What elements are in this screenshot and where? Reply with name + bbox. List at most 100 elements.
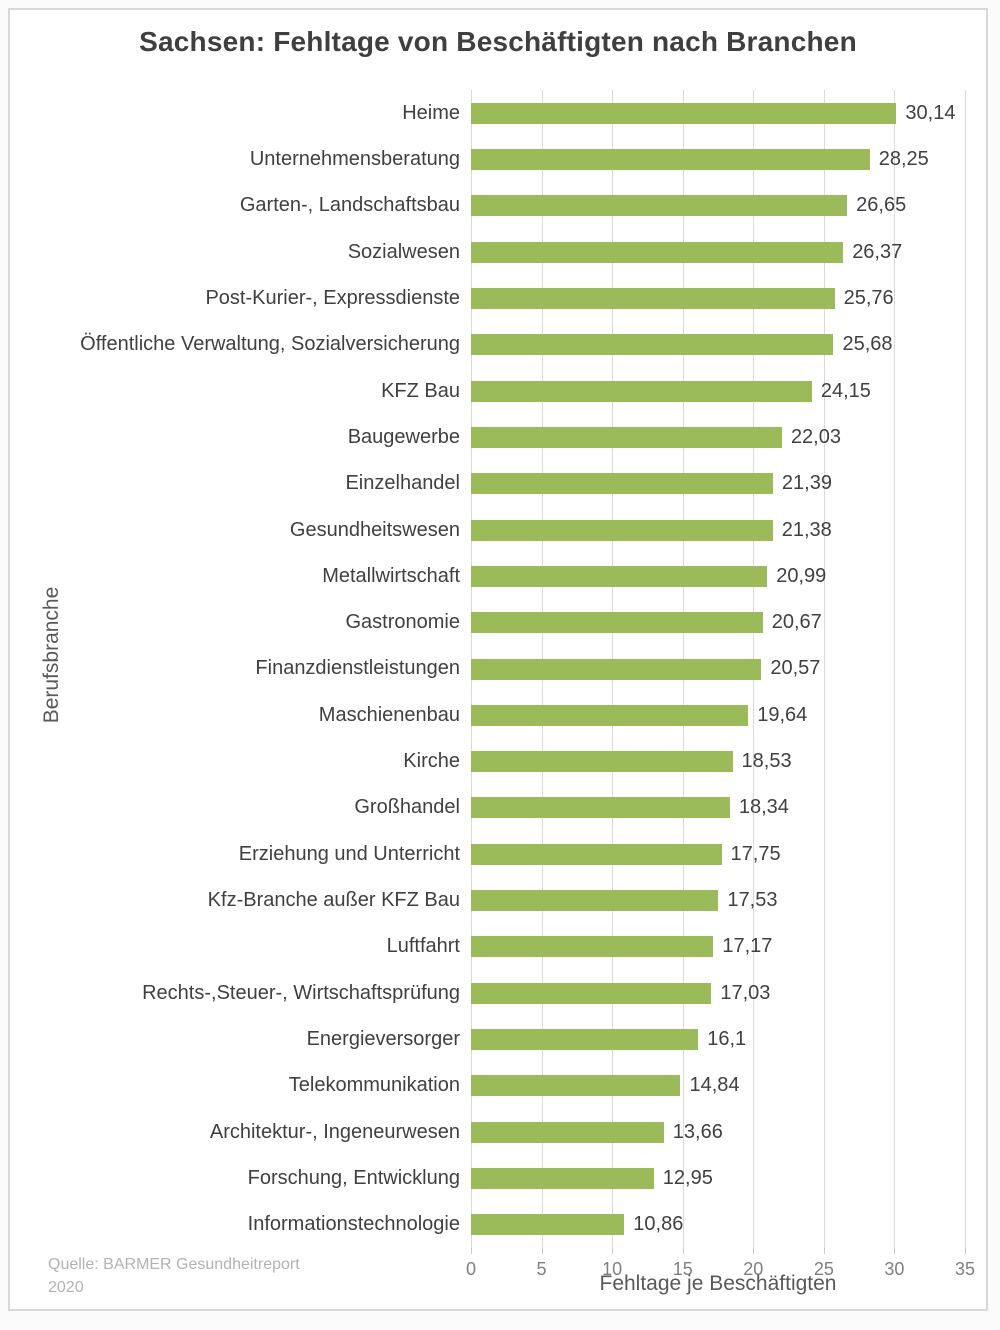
category-label: Erziehung und Unterricht (238, 842, 460, 865)
category-label: Garten-, Landschaftsbau (239, 194, 460, 217)
x-tick-15 (682, 1248, 684, 1254)
y-axis-title: Berufsbranche (40, 586, 63, 724)
x-tick-label-15: 15 (672, 1259, 693, 1279)
value-label: 17,75 (730, 842, 781, 865)
bar (471, 380, 812, 402)
value-label: 24,15 (820, 379, 871, 402)
value-label: 16,1 (707, 1028, 747, 1051)
x-tick-30 (894, 1248, 896, 1254)
category-label: Öffentliche Verwaltung, Sozialversicheru… (80, 333, 460, 356)
bar (471, 195, 848, 217)
value-label: 22,03 (790, 425, 841, 448)
value-label: 17,53 (727, 889, 778, 912)
plot-area: 0 5 10 15 20 25 30 35 Heime 30,14 Unternehmensbera… (80, 90, 975, 1279)
bar (471, 565, 768, 587)
value-label: 12,95 (662, 1167, 713, 1190)
x-tick-0 (471, 1248, 472, 1254)
x-axis-title: Fehltage je Beschäftigten (599, 1272, 837, 1295)
bar (471, 1075, 681, 1097)
category-label: Großhandel (354, 796, 460, 819)
x-tick-10 (612, 1248, 614, 1254)
bar (471, 936, 714, 958)
value-label: 21,38 (781, 518, 832, 541)
value-label: 18,53 (741, 750, 792, 773)
gridline-35 (965, 90, 966, 1248)
bar (471, 426, 782, 448)
value-label: 13,66 (672, 1120, 723, 1143)
chart-frame: Sachsen: Fehltage von Beschäftigten nach… (8, 8, 988, 1311)
x-tick-label-10: 10 (602, 1259, 623, 1279)
x-tick-label-35: 35 (954, 1259, 976, 1279)
category-label: Metallwirtschaft (322, 564, 460, 587)
category-label: Kirche (403, 750, 460, 773)
source-line-2: 2020 (48, 1279, 84, 1297)
chart-title: Sachsen: Fehltage von Beschäftigten nach… (139, 26, 857, 57)
bar (471, 704, 749, 726)
category-label: Baugewerbe (347, 425, 460, 448)
value-label: 17,17 (722, 935, 773, 958)
value-label: 30,14 (905, 101, 956, 124)
value-label: 14,84 (689, 1074, 740, 1097)
category-label: Forschung, Entwicklung (247, 1167, 460, 1190)
bar (471, 1029, 699, 1051)
category-label: Unternehmensberatung (249, 147, 460, 170)
gridline-25 (823, 90, 825, 1248)
x-tick-25 (823, 1248, 825, 1254)
bar (471, 1121, 664, 1143)
category-label: Sozialwesen (347, 240, 460, 263)
bar (471, 519, 773, 541)
bar (471, 1168, 654, 1190)
category-label: KFZ Bau (381, 379, 460, 402)
category-label: Kfz-Branche außer KFZ Bau (207, 889, 460, 912)
value-label: 20,57 (770, 657, 821, 680)
value-label: 26,65 (856, 194, 907, 217)
category-label: Einzelhandel (345, 472, 460, 495)
bar (471, 102, 897, 124)
x-tick-label-20: 20 (743, 1259, 764, 1279)
x-tick-35 (965, 1248, 966, 1254)
bar (471, 751, 733, 773)
category-label: Luftfahrt (386, 935, 460, 958)
category-label: Rechts-,Steuer-, Wirtschaftsprüfung (142, 981, 460, 1004)
category-label: Heime (402, 101, 460, 124)
bar (471, 334, 834, 356)
value-label: 26,37 (852, 240, 903, 263)
source-note: Quelle: BARMER Gesundheitreport 2020 (48, 1253, 300, 1299)
category-label: Gesundheitswesen (289, 518, 460, 541)
category-label: Telekommunikation (288, 1074, 460, 1097)
bar (471, 473, 773, 495)
bar (471, 843, 722, 865)
gridline-30 (894, 90, 896, 1248)
value-label: 25,68 (842, 333, 893, 356)
value-label: 10,86 (633, 1213, 684, 1236)
bar (471, 287, 835, 309)
value-label: 25,76 (843, 286, 894, 309)
value-label: 20,99 (776, 564, 827, 587)
value-label: 17,03 (720, 981, 771, 1004)
x-tick-label-30: 30 (884, 1259, 905, 1279)
bar (471, 1214, 625, 1236)
category-label: Gastronomie (345, 611, 461, 634)
category-label: Finanzdienstleistungen (255, 657, 460, 680)
bar (471, 658, 762, 680)
bar (471, 890, 719, 912)
value-label: 19,64 (757, 703, 808, 726)
x-tick-label-0: 0 (465, 1259, 477, 1279)
category-label: Informationstechnologie (247, 1213, 460, 1236)
x-tick-label-5: 5 (536, 1259, 547, 1279)
x-tick-label-25: 25 (813, 1259, 834, 1279)
value-label: 20,67 (771, 611, 822, 634)
category-label: Energieversorger (306, 1028, 460, 1051)
bar (471, 241, 844, 263)
x-tick-5 (541, 1248, 543, 1254)
bar (471, 982, 712, 1004)
value-label: 28,25 (878, 147, 929, 170)
x-tick-20 (753, 1248, 755, 1254)
category-label: Post-Kurier-, Expressdienste (205, 286, 460, 309)
source-line-1: Quelle: BARMER Gesundheitreport (48, 1256, 300, 1273)
bar (471, 148, 870, 170)
category-label: Architektur-, Ingeneurwesen (209, 1120, 460, 1143)
bar (471, 612, 763, 634)
value-label: 18,34 (738, 796, 789, 819)
